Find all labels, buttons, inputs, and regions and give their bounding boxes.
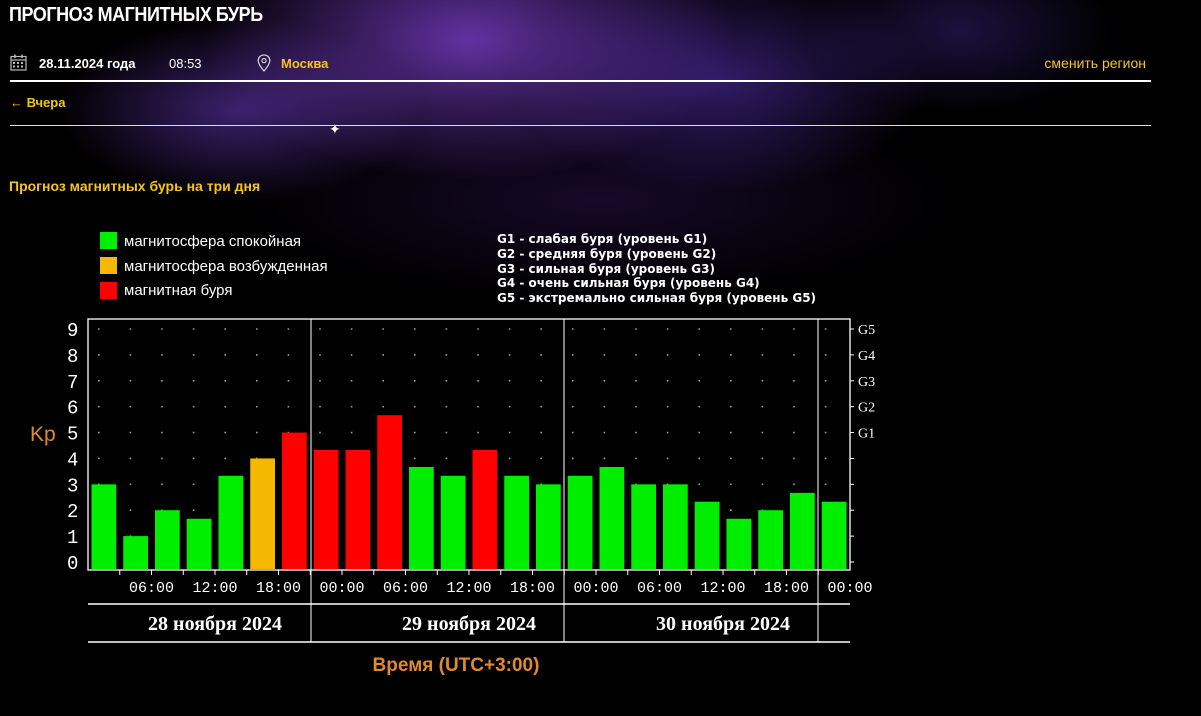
kp-bar [250,458,275,569]
x-tick-label: 06:00 [129,580,174,597]
status-legend: магнитосфера спокойная магнитосфера возб… [100,232,328,299]
map-pin-icon [257,54,271,72]
kp-bar [91,484,117,569]
kp-bar [504,475,529,569]
y-tick-label: 0 [67,553,78,575]
day-labels: 28 ноября 2024 29 ноября 2024 30 ноября 20… [148,613,790,635]
info-bar: 28.11.2024 года 08:53 Москва сменить рег… [10,54,1150,74]
g-level-ticks: G1 G2 G3 G4 G5 [858,323,875,442]
x-tick-label: 00:00 [573,580,618,597]
y-tick-label: 5 [67,424,78,446]
storm-level-legend: G1 - слабая буря (уровень G1) G2 - средн… [497,232,816,305]
kp-bar [821,501,847,569]
legend-label-active: магнитосфера возбужденная [124,258,328,275]
chart-bars [91,415,847,569]
legend-swatch-quiet [100,232,117,249]
x-axis-ticks: 06:00 12:00 18:00 00:00 06:00 12:00 18:00 00:00… [129,580,873,597]
chart-grid [88,328,850,537]
kp-bar [694,501,720,569]
y-tick-label: 1 [67,527,78,549]
y-axis-label: Kp [30,423,56,446]
kp-bar [599,466,625,569]
legend-label-storm: магнитная буря [124,282,232,299]
legend-label-quiet: магнитосфера спокойная [124,233,301,250]
previous-day-link[interactable]: ← Вчера [10,95,66,110]
current-time: 08:53 [169,56,202,71]
y-tick-label: 7 [67,372,78,394]
kp-bar [155,510,180,569]
level-g5-description: G5 - экстремально сильная буря (уровень … [497,291,816,305]
x-tick-label: 12:00 [700,580,745,597]
x-tick-label: 18:00 [256,580,301,597]
kp-bar [726,518,752,569]
kp-bar [567,475,593,569]
y-tick-label: 4 [67,449,78,471]
x-tick-label: 06:00 [383,580,428,597]
x-axis-label: Время (UTC+3:00) [373,655,540,676]
x-tick-label: 12:00 [192,580,237,597]
kp-bar [313,449,339,569]
x-tick-label: 18:00 [764,580,809,597]
x-tick-label: 18:00 [510,580,555,597]
calendar-icon [10,54,27,71]
kp-bar [218,475,244,569]
kp-bar [409,466,434,569]
level-g4-description: G4 - очень сильная буря (уровень G4) [497,276,760,290]
g-level-label: G2 [858,401,875,416]
x-tick-label: 12:00 [446,580,491,597]
kp-bar [790,492,815,569]
divider [10,125,1151,126]
legend-swatch-storm [100,282,117,299]
g-level-label: G3 [858,375,875,390]
day-label: 29 ноября 2024 [402,613,536,635]
g-level-label: G4 [858,349,875,364]
y-axis-ticks: 0 1 2 3 4 5 6 7 8 9 [67,320,78,575]
level-g2-description: G2 - средняя буря (уровень G2) [497,247,716,261]
g-level-label: G1 [858,427,875,442]
star-sparkle-icon: ✦ [329,121,341,137]
x-tick-label: 00:00 [319,580,364,597]
section-title: Прогноз магнитных бурь на три дня [9,178,261,194]
x-tick-label: 06:00 [637,580,682,597]
page-title: ПРОГНОЗ МАГНИТНЫХ БУРЬ [9,4,263,26]
kp-bar [758,510,783,569]
kp-bar [663,484,688,569]
level-g1-description: G1 - слабая буря (уровень G1) [497,232,707,246]
day-label: 28 ноября 2024 [148,613,282,635]
kp-bar [186,518,212,569]
kp-bar [440,475,466,569]
x-tick-label: 00:00 [827,580,872,597]
g-level-label: G5 [858,323,875,338]
kp-bar [631,484,656,569]
city-name: Москва [281,56,329,71]
y-tick-label: 6 [67,398,78,420]
y-tick-label: 2 [67,501,78,523]
y-tick-label: 3 [67,475,78,497]
divider [10,80,1151,82]
y-tick-label: 9 [67,320,78,342]
y-tick-label: 8 [67,346,78,368]
legend-swatch-active [100,257,117,274]
current-date: 28.11.2024 года [39,56,136,71]
kp-bar [472,449,498,569]
kp-bar [536,484,561,569]
kp-bar [377,415,402,569]
day-label: 30 ноября 2024 [656,613,790,635]
change-region-link[interactable]: сменить регион [1044,55,1146,71]
kp-bar [123,536,148,569]
chart-frame [87,318,854,643]
kp-bar [345,449,371,569]
level-g3-description: G3 - сильная буря (уровень G3) [497,262,715,276]
kp-bar [282,432,307,569]
